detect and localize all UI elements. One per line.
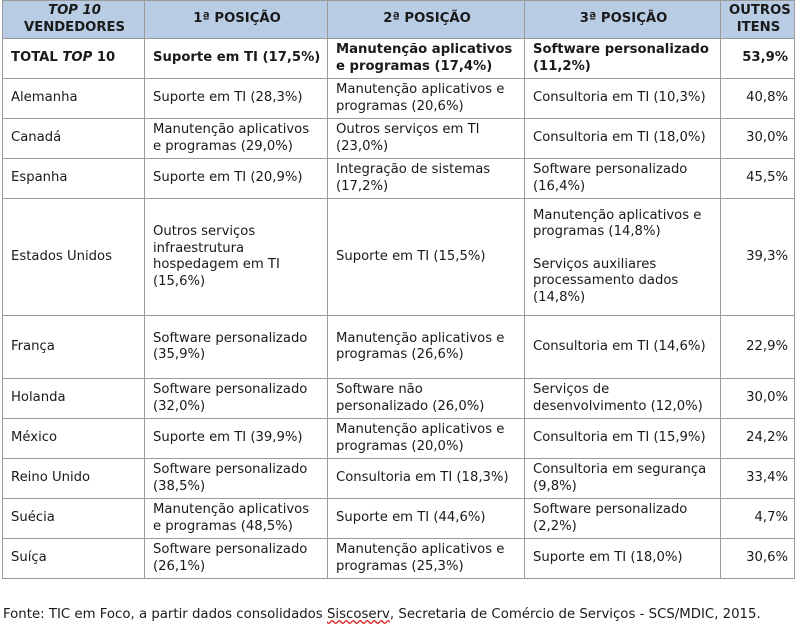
country-cell: México [2, 418, 145, 459]
position-2-cell: Integração de sistemas (17,2%) [327, 158, 525, 199]
table-row: Alemanha Suporte em TI (28,3%) Manutenção … [2, 78, 795, 119]
table-row: Espanha Suporte em TI (20,9%) Integração d… [2, 158, 795, 199]
table-row: Canadá Manutenção aplicativos e programas… [2, 118, 795, 159]
other-items-cell: 33,4% [720, 458, 795, 499]
header-position-3: 3ª POSIÇÃO [524, 0, 721, 39]
position-2-cell: Manutenção aplicativos e programas (26,6… [327, 315, 525, 379]
table-row: Suécia Manutenção aplicativos e programas… [2, 498, 795, 539]
position-2-cell: Suporte em TI (15,5%) [327, 198, 525, 316]
position-3-cell: Manutenção aplicativos e programas (14,8… [524, 198, 721, 316]
total-other-items: 53,9% [720, 38, 795, 79]
header-row: TOP 10 VENDEDORES 1ª POSIÇÃO 2ª POSIÇÃO … [2, 0, 795, 39]
position-2-cell: Suporte em TI (44,6%) [327, 498, 525, 539]
position-1-cell: Software personalizado (35,9%) [144, 315, 328, 379]
country-cell: Suécia [2, 498, 145, 539]
position-2-cell: Manutenção aplicativos e programas (25,3… [327, 538, 525, 579]
position-1-cell: Suporte em TI (39,9%) [144, 418, 328, 459]
country-cell: Estados Unidos [2, 198, 145, 316]
country-cell: Reino Unido [2, 458, 145, 499]
position-3-cell: Suporte em TI (18,0%) [524, 538, 721, 579]
other-items-cell: 30,6% [720, 538, 795, 579]
country-cell: Espanha [2, 158, 145, 199]
source-note: Fonte: TIC em Foco, a partir dados conso… [3, 607, 761, 622]
position-3-cell: Consultoria em segurança (9,8%) [524, 458, 721, 499]
table-row: França Software personalizado (35,9%) Manu… [2, 315, 795, 379]
other-items-cell: 30,0% [720, 118, 795, 159]
position-2-cell: Consultoria em TI (18,3%) [327, 458, 525, 499]
header-position-2: 2ª POSIÇÃO [327, 0, 525, 39]
position-2-cell: Manutenção aplicativos e programas (20,6… [327, 78, 525, 119]
position-2-cell: Outros serviços em TI (23,0%) [327, 118, 525, 159]
position-3-cell: Consultoria em TI (10,3%) [524, 78, 721, 119]
position-2-cell: Software não personalizado (26,0%) [327, 378, 525, 419]
total-position-2: Manutenção aplicativos e programas (17,4… [327, 38, 525, 79]
table-row: México Suporte em TI (39,9%) Manutenção ap… [2, 418, 795, 459]
position-1-cell: Manutenção aplicativos e programas (29,0… [144, 118, 328, 159]
header-other-line1: OUTROS [729, 3, 791, 18]
total-label: TOTAL TOP 10 [2, 38, 145, 79]
source-siscoserv: Siscoserv [326, 607, 390, 622]
header-other-items: OUTROS ITENS [720, 0, 795, 39]
other-items-cell: 30,0% [720, 378, 795, 419]
header-vendors-label: VENDEDORES [23, 19, 126, 35]
position-1-cell: Outros serviços infraestrutura hospedage… [144, 198, 328, 316]
other-items-cell: 4,7% [720, 498, 795, 539]
position-3-cell: Consultoria em TI (18,0%) [524, 118, 721, 159]
header-vendors-top10: TOP 10 [48, 3, 101, 18]
position-3-cell: Software personalizado (16,4%) [524, 158, 721, 199]
position-3-cell: Software personalizado (2,2%) [524, 498, 721, 539]
country-cell: França [2, 315, 145, 379]
position-3-cell: Serviços de desenvolvimento (12,0%) [524, 378, 721, 419]
other-items-cell: 24,2% [720, 418, 795, 459]
table-row: Reino Unido Software personalizado (38,5%… [2, 458, 795, 499]
total-position-3: Software personalizado (11,2%) [524, 38, 721, 79]
position-1-cell: Suporte em TI (28,3%) [144, 78, 328, 119]
position-1-cell: Manutenção aplicativos e programas (48,5… [144, 498, 328, 539]
position-3-cell: Consultoria em TI (15,9%) [524, 418, 721, 459]
header-other-line2: ITENS [736, 19, 781, 35]
country-cell: Canadá [2, 118, 145, 159]
position-2-cell: Manutenção aplicativos e programas (20,0… [327, 418, 525, 459]
position-3-item: Manutenção aplicativos e programas (14,8… [533, 207, 702, 240]
other-items-cell: 45,5% [720, 158, 795, 199]
table-row: Estados Unidos Outros serviços infraestru… [2, 198, 795, 316]
position-3-cell: Consultoria em TI (14,6%) [524, 315, 721, 379]
position-1-cell: Software personalizado (38,5%) [144, 458, 328, 499]
other-items-cell: 39,3% [720, 198, 795, 316]
position-1-cell: Suporte em TI (20,9%) [144, 158, 328, 199]
position-3-item: Serviços auxiliares processamento dados … [533, 256, 679, 305]
country-cell: Suíça [2, 538, 145, 579]
header-position-1: 1ª POSIÇÃO [144, 0, 328, 39]
country-cell: Alemanha [2, 78, 145, 119]
top10-vendors-table: TOP 10 VENDEDORES 1ª POSIÇÃO 2ª POSIÇÃO … [2, 0, 795, 579]
total-label-top: TOP [62, 50, 93, 66]
position-1-cell: Software personalizado (26,1%) [144, 538, 328, 579]
country-cell: Holanda [2, 378, 145, 419]
table-row: Suíça Software personalizado (26,1%) Manut… [2, 538, 795, 579]
position-1-cell: Software personalizado (32,0%) [144, 378, 328, 419]
total-row: TOTAL TOP 10 Suporte em TI (17,5%) Manut… [2, 38, 795, 79]
other-items-cell: 22,9% [720, 315, 795, 379]
table-row: Holanda Software personalizado (32,0%) Sof… [2, 378, 795, 419]
other-items-cell: 40,8% [720, 78, 795, 119]
header-vendors: TOP 10 VENDEDORES [2, 0, 145, 39]
total-position-1: Suporte em TI (17,5%) [144, 38, 328, 79]
